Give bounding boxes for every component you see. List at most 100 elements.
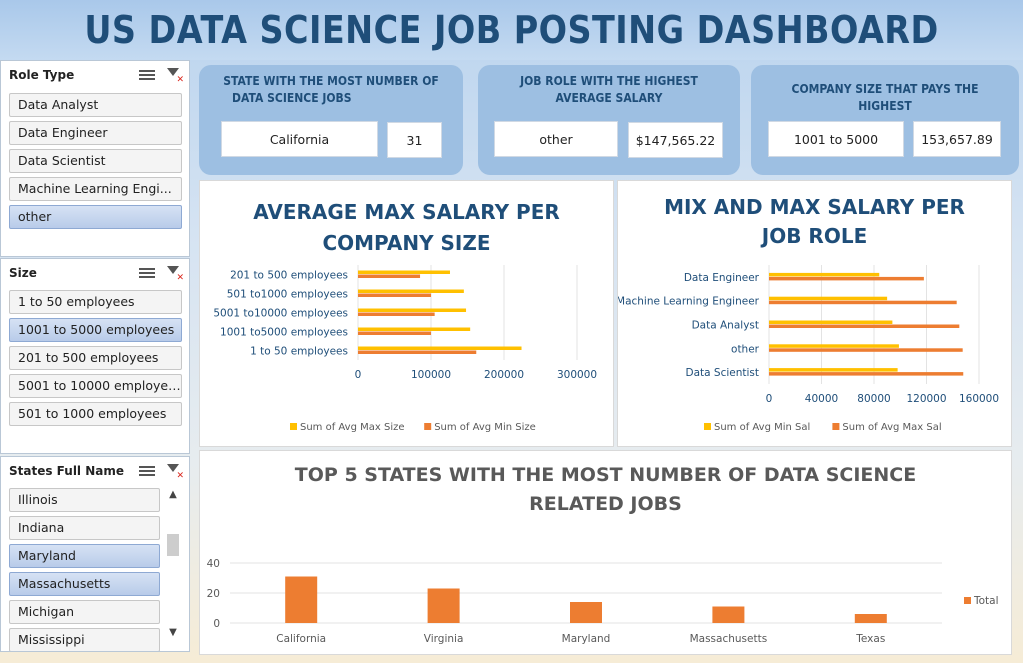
x-tick-label: 100000 bbox=[411, 369, 451, 381]
category-label: Virginia bbox=[424, 633, 464, 645]
legend-label: Sum of Avg Max Sal bbox=[842, 422, 941, 433]
bar-secondary bbox=[358, 331, 431, 335]
legend-swatch bbox=[964, 597, 971, 604]
slicer-item-data-scientist[interactable]: Data Scientist bbox=[9, 149, 182, 173]
bar-secondary bbox=[769, 372, 964, 376]
kpi-role-salary: $147,565.22 bbox=[628, 122, 723, 158]
role-type-slicer[interactable]: Role Type Data Analyst Data Engineer Dat… bbox=[0, 60, 190, 257]
category-label: Massachusetts bbox=[690, 633, 768, 645]
column-bar bbox=[427, 588, 460, 623]
company-size-salary-chart[interactable]: AVERAGE MAX SALARY PER COMPANY SIZE 0 100… bbox=[199, 180, 614, 447]
category-label: other bbox=[731, 343, 760, 355]
chart-svg: 0 20 40 California Virginia Maryland Massachus… bbox=[207, 558, 999, 645]
bar-primary bbox=[358, 270, 450, 274]
x-tick-label: 40000 bbox=[805, 393, 838, 405]
slicer-item-1001-to-5000[interactable]: 1001 to 5000 employees bbox=[9, 318, 182, 342]
chart-title-line: COMPANY SIZE bbox=[322, 231, 491, 255]
states-slicer[interactable]: States Full Name Illinois Indiana Maryla… bbox=[0, 456, 190, 652]
legend-swatch bbox=[290, 423, 297, 430]
kpi-role-name: other bbox=[494, 121, 618, 157]
scroll-thumb[interactable] bbox=[167, 534, 179, 556]
category-label: Data Analyst bbox=[692, 320, 759, 332]
scroll-down-icon[interactable]: ▼ bbox=[169, 627, 177, 638]
slicer-header: Size bbox=[1, 259, 189, 287]
slicer-item-illinois[interactable]: Illinois bbox=[9, 488, 160, 512]
column-bar bbox=[712, 606, 745, 623]
category-label: Machine Learning Engineer bbox=[618, 296, 760, 308]
kpi-title-line: DATA SCIENCE JOBS bbox=[232, 91, 352, 105]
category-label: 501 to1000 employees bbox=[227, 289, 348, 301]
kpi-company-size: 1001 to 5000 bbox=[768, 121, 904, 157]
x-tick-label: 80000 bbox=[857, 393, 890, 405]
slicer-item-michigan[interactable]: Michigan bbox=[9, 600, 160, 624]
slicer-item-massachusetts[interactable]: Massachusetts bbox=[9, 572, 160, 596]
x-tick-label: 200000 bbox=[484, 369, 524, 381]
slicer-header: States Full Name bbox=[1, 457, 189, 485]
slicer-item-indiana[interactable]: Indiana bbox=[9, 516, 160, 540]
category-label: 1 to 50 employees bbox=[250, 346, 348, 358]
category-label: Data Scientist bbox=[686, 367, 760, 379]
kpi-card-top-role: JOB ROLE WITH THE HIGHEST AVERAGE SALARY… bbox=[478, 65, 740, 175]
chart-title-line: JOB ROLE bbox=[761, 224, 868, 248]
kpi-title-line: JOB ROLE WITH THE HIGHEST bbox=[520, 74, 698, 88]
dashboard-title: US DATA SCIENCE JOB POSTING DASHBOARD bbox=[84, 8, 939, 52]
chart-title-line: MIX AND MAX SALARY PER bbox=[664, 195, 965, 219]
bar-secondary bbox=[769, 300, 957, 305]
top-states-chart[interactable]: TOP 5 STATES WITH THE MOST NUMBER OF DAT… bbox=[199, 450, 1012, 655]
slicer-item-other[interactable]: other bbox=[9, 205, 182, 229]
slicer-item-501-to-1000[interactable]: 501 to 1000 employees bbox=[9, 402, 182, 426]
slicer-item-data-engineer[interactable]: Data Engineer bbox=[9, 121, 182, 145]
clear-filter-icon[interactable] bbox=[167, 464, 184, 481]
slicer-title: States Full Name bbox=[9, 464, 125, 478]
chart-svg: 0 40000 80000 120000 160000 Data Engineer Mach… bbox=[618, 265, 999, 433]
title-bar: US DATA SCIENCE JOB POSTING DASHBOARD bbox=[0, 0, 1023, 60]
legend-swatch bbox=[704, 423, 711, 430]
kpi-title-line: COMPANY SIZE THAT PAYS THE HIGHEST bbox=[791, 82, 979, 113]
bar-secondary bbox=[769, 348, 963, 352]
slicer-item-data-analyst[interactable]: Data Analyst bbox=[9, 93, 182, 117]
kpi-title: STATE WITH THE MOST NUMBER OF DATA SCIEN… bbox=[212, 73, 450, 107]
kpi-title-line: STATE WITH THE MOST NUMBER OF bbox=[223, 74, 439, 88]
bar-primary bbox=[358, 327, 471, 331]
bar-primary bbox=[769, 344, 899, 348]
category-label: Texas bbox=[855, 633, 885, 645]
multi-select-icon[interactable] bbox=[139, 465, 155, 477]
chart-title: MIX AND MAX SALARY PER JOB ROLE bbox=[618, 193, 1011, 251]
multi-select-icon[interactable] bbox=[139, 267, 155, 279]
bar-primary bbox=[358, 289, 464, 293]
category-label: 201 to 500 employees bbox=[230, 270, 348, 282]
slicer-item-1-to-50[interactable]: 1 to 50 employees bbox=[9, 290, 182, 314]
slicer-scrollbar[interactable]: ▲ ▼ bbox=[165, 488, 181, 648]
slicer-item-maryland[interactable]: Maryland bbox=[9, 544, 160, 568]
legend-swatch bbox=[832, 423, 840, 430]
clear-filter-icon[interactable] bbox=[167, 68, 184, 85]
bar-primary bbox=[358, 346, 522, 350]
bar-primary bbox=[769, 296, 888, 301]
kpi-title-line: AVERAGE SALARY bbox=[555, 91, 663, 105]
chart-title: AVERAGE MAX SALARY PER COMPANY SIZE bbox=[200, 197, 613, 259]
job-role-salary-chart[interactable]: MIX AND MAX SALARY PER JOB ROLE 0 40000 80… bbox=[617, 180, 1012, 447]
slicer-item-machine-learning-engineer[interactable]: Machine Learning Engi... bbox=[9, 177, 182, 201]
legend-label: Sum of Avg Min Size bbox=[434, 422, 536, 433]
slicer-title: Role Type bbox=[9, 68, 75, 82]
kpi-title: COMPANY SIZE THAT PAYS THE HIGHEST bbox=[764, 81, 1005, 115]
legend-swatch bbox=[424, 423, 432, 430]
x-tick-label: 0 bbox=[355, 369, 362, 381]
slicer-item-5001-to-10000[interactable]: 5001 to 10000 employees bbox=[9, 374, 182, 398]
chart-title-line: AVERAGE MAX SALARY PER bbox=[253, 200, 560, 224]
category-label: California bbox=[276, 633, 326, 645]
legend-label: Sum of Avg Max Size bbox=[300, 422, 405, 433]
bar-primary bbox=[769, 320, 893, 324]
scroll-up-icon[interactable]: ▲ bbox=[169, 489, 177, 500]
category-label: 5001 to10000 employees bbox=[213, 308, 348, 320]
bar-primary bbox=[358, 308, 467, 312]
slicer-item-mississippi[interactable]: Mississippi bbox=[9, 628, 160, 651]
legend-label: Total bbox=[973, 595, 999, 607]
size-slicer[interactable]: Size 1 to 50 employees 1001 to 5000 empl… bbox=[0, 258, 190, 454]
slicer-item-201-to-500[interactable]: 201 to 500 employees bbox=[9, 346, 182, 370]
chart-title-line: TOP 5 STATES WITH THE MOST NUMBER OF DAT… bbox=[294, 464, 917, 486]
clear-filter-icon[interactable] bbox=[167, 266, 184, 283]
multi-select-icon[interactable] bbox=[139, 69, 155, 81]
kpi-company-salary: 153,657.89 bbox=[913, 121, 1001, 157]
y-tick-label: 20 bbox=[207, 588, 220, 600]
